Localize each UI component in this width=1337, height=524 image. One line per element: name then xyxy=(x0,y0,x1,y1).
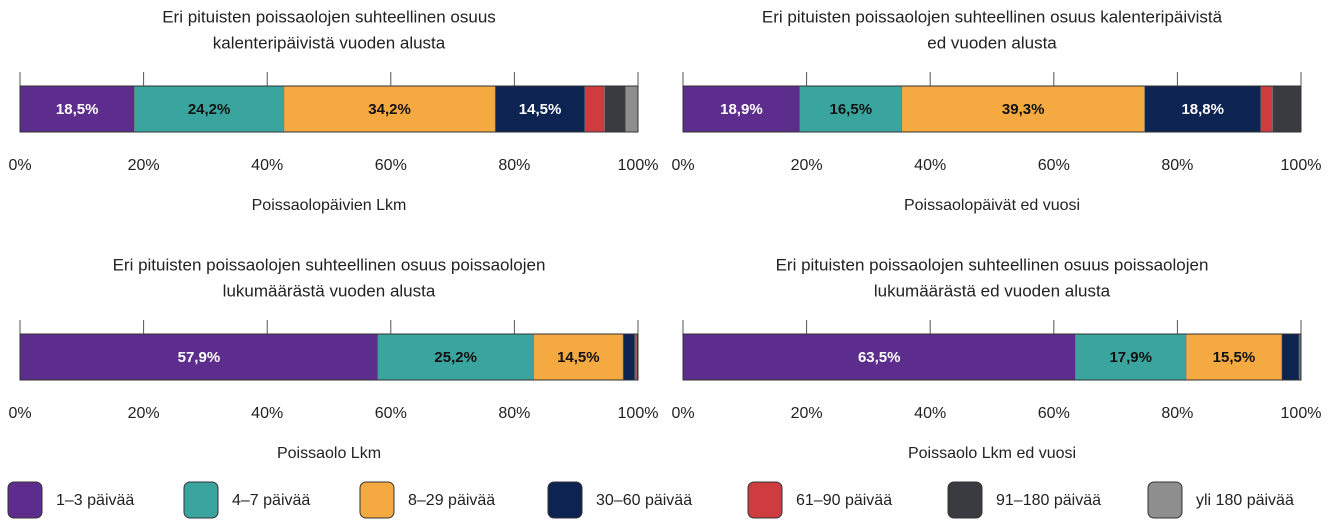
value-label: 15,5% xyxy=(1213,349,1256,366)
bar-segment xyxy=(901,85,1145,133)
x-tick-label: 80% xyxy=(498,157,530,174)
bar-segment xyxy=(377,333,534,381)
value-label: 16,5% xyxy=(830,101,873,118)
legend-swatch xyxy=(359,481,395,519)
bar-segment xyxy=(625,85,639,133)
bar-segment xyxy=(1185,333,1283,381)
value-label: 34,2% xyxy=(368,101,411,118)
bar-segment xyxy=(1144,85,1262,133)
legend-label: 8–29 päivää xyxy=(408,492,495,509)
legend-swatch xyxy=(1147,481,1183,519)
value-label: 18,8% xyxy=(1181,101,1224,118)
bar-segment xyxy=(19,333,379,381)
legend-label: 61–90 päivää xyxy=(796,492,892,509)
bar-segment xyxy=(682,333,1076,381)
bar-outline xyxy=(682,85,1302,133)
value-label: 24,2% xyxy=(188,101,231,118)
legend-swatch xyxy=(747,481,783,519)
x-tick-label: 20% xyxy=(128,405,160,422)
x-tick-label: 100% xyxy=(618,405,659,422)
x-tick-label: 40% xyxy=(914,157,946,174)
value-label: 39,3% xyxy=(1002,101,1045,118)
x-tick-label: 0% xyxy=(671,405,694,422)
x-tick-label: 60% xyxy=(1038,405,1070,422)
x-tick-label: 60% xyxy=(1038,157,1070,174)
x-tick-label: 0% xyxy=(671,157,694,174)
x-tick-label: 0% xyxy=(8,157,31,174)
x-tick-label: 20% xyxy=(128,157,160,174)
x-tick-label: 60% xyxy=(375,157,407,174)
x-axis-label: Poissaolopäivät ed vuosi xyxy=(904,197,1080,214)
x-tick-label: 60% xyxy=(375,405,407,422)
legend-label: yli 180 päivää xyxy=(1196,492,1294,509)
x-axis-label: Poissaolo Lkm ed vuosi xyxy=(908,445,1076,462)
legend-swatch xyxy=(183,481,219,519)
value-label: 63,5% xyxy=(858,349,901,366)
chart-title: Eri pituisten poissaolojen suhteellinen … xyxy=(162,7,496,26)
value-label: 18,9% xyxy=(720,101,763,118)
bar-segment xyxy=(1272,85,1302,133)
bar-segment xyxy=(682,85,801,133)
bar-segment xyxy=(1260,85,1273,133)
legend-label: 4–7 päivää xyxy=(232,492,310,509)
bar-outline xyxy=(19,333,639,381)
chart-title: Eri pituisten poissaolojen suhteellinen … xyxy=(113,255,546,274)
value-label: 57,9% xyxy=(178,349,221,366)
chart-title: Eri pituisten poissaolojen suhteellinen … xyxy=(762,7,1223,26)
x-tick-label: 100% xyxy=(1281,405,1322,422)
x-axis-label: Poissaolo Lkm xyxy=(277,445,381,462)
x-tick-label: 100% xyxy=(1281,157,1322,174)
x-tick-label: 80% xyxy=(1161,157,1193,174)
value-label: 14,5% xyxy=(557,349,600,366)
chart-title: Eri pituisten poissaolojen suhteellinen … xyxy=(776,255,1209,274)
value-label: 25,2% xyxy=(434,349,477,366)
legend-label: 1–3 päivää xyxy=(56,492,134,509)
x-tick-label: 80% xyxy=(1161,405,1193,422)
value-label: 14,5% xyxy=(519,101,562,118)
x-tick-label: 40% xyxy=(251,157,283,174)
legend-swatch xyxy=(947,481,983,519)
x-tick-label: 20% xyxy=(791,157,823,174)
value-label: 18,5% xyxy=(56,101,99,118)
legend-swatch xyxy=(547,481,583,519)
chart-title: lukumäärästä vuoden alusta xyxy=(223,281,436,300)
chart-title: kalenteripäivistä vuoden alusta xyxy=(213,33,446,52)
bar-segment xyxy=(604,85,626,133)
x-tick-label: 40% xyxy=(914,405,946,422)
x-tick-label: 100% xyxy=(618,157,659,174)
chart-title: lukumäärästä ed vuoden alusta xyxy=(874,281,1111,300)
legend-label: 91–180 päivää xyxy=(996,492,1101,509)
bar-segment xyxy=(283,85,496,133)
bar-outline xyxy=(19,85,639,133)
chart-title: ed vuoden alusta xyxy=(927,33,1057,52)
x-tick-label: 80% xyxy=(498,405,530,422)
x-tick-label: 40% xyxy=(251,405,283,422)
x-axis-label: Poissaolopäivien Lkm xyxy=(252,197,407,214)
bar-segment xyxy=(584,85,605,133)
bar-segment xyxy=(622,333,636,381)
x-tick-label: 0% xyxy=(8,405,31,422)
bar-outline xyxy=(682,333,1302,381)
x-tick-label: 20% xyxy=(791,405,823,422)
legend-label: 30–60 päivää xyxy=(596,492,692,509)
value-label: 17,9% xyxy=(1109,349,1152,366)
bar-segment xyxy=(1281,333,1300,381)
legend-swatch xyxy=(7,481,43,519)
